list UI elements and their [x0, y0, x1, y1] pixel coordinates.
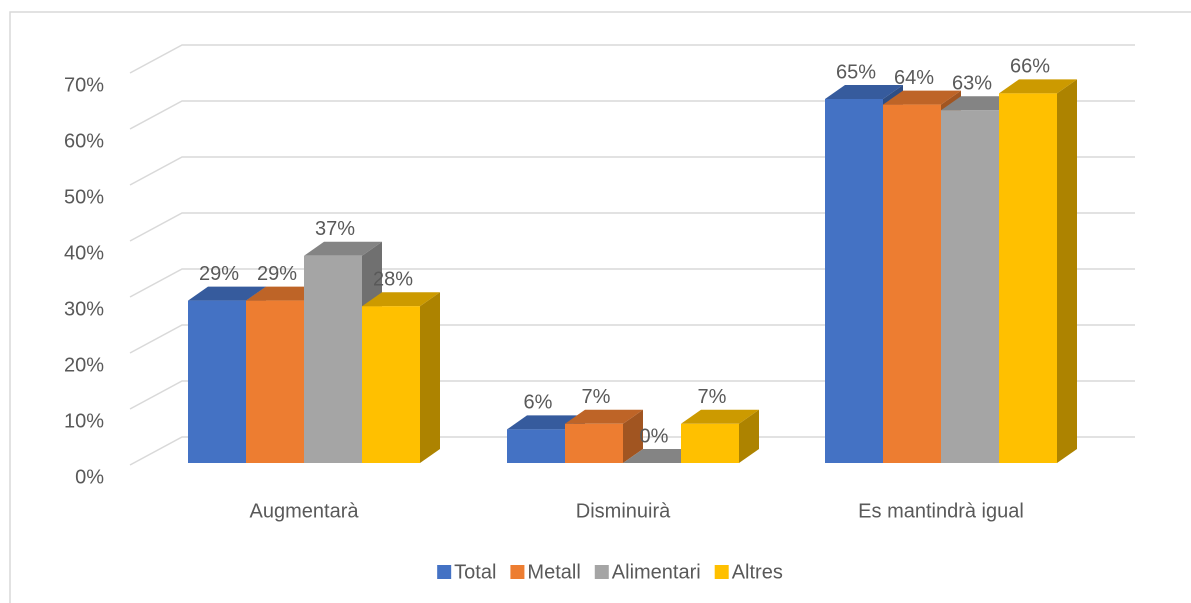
- y-tick-label: 30%: [64, 298, 104, 320]
- data-label: 65%: [836, 61, 876, 83]
- bar-front: [941, 110, 999, 463]
- legend-label: Altres: [732, 561, 783, 583]
- data-label: 63%: [952, 72, 992, 94]
- bar-front: [507, 429, 565, 463]
- data-label: 37%: [315, 218, 355, 240]
- bar-front: [681, 423, 739, 463]
- bar-front: [304, 255, 362, 463]
- x-tick-label: Es mantindrà igual: [858, 500, 1024, 522]
- bar-front: [999, 93, 1057, 464]
- data-label: 7%: [582, 386, 611, 408]
- legend-swatch: [714, 565, 729, 579]
- legend-label: Metall: [527, 561, 580, 583]
- y-tick-label: 0%: [75, 466, 104, 488]
- y-tick-label: 70%: [64, 74, 104, 96]
- data-label: 29%: [257, 263, 297, 285]
- data-label: 29%: [199, 263, 239, 285]
- data-label: 66%: [1010, 56, 1050, 78]
- bar: [565, 409, 643, 463]
- x-tick-label: Augmentarà: [250, 500, 360, 522]
- legend-swatch: [510, 565, 525, 579]
- data-label: 6%: [524, 392, 553, 414]
- bar: [999, 79, 1077, 464]
- bar-side: [1057, 79, 1077, 464]
- bar-top: [681, 409, 759, 424]
- legend-label: Total: [454, 561, 496, 583]
- y-tick-label: 60%: [64, 130, 104, 152]
- bar-side: [420, 292, 440, 463]
- bar-top: [362, 292, 440, 307]
- grid-line: [129, 436, 1135, 466]
- grid-line: [129, 44, 1135, 74]
- bar-top: [188, 286, 266, 301]
- bar-top: [999, 79, 1077, 94]
- bar-front: [188, 300, 246, 463]
- bar-front: [246, 300, 304, 463]
- bar-top: [304, 241, 382, 256]
- y-tick-label: 50%: [64, 186, 104, 208]
- bar-front: [362, 306, 420, 463]
- legend-swatch: [594, 565, 609, 579]
- bar-top: [565, 409, 643, 424]
- bar-side: [739, 409, 759, 463]
- bar-front: [565, 423, 623, 463]
- grid-line: [129, 156, 1135, 186]
- bar: [362, 292, 440, 463]
- y-tick-label: 40%: [64, 242, 104, 264]
- bar-side: [623, 409, 643, 463]
- bar-top: [825, 85, 903, 99]
- y-tick-label: 10%: [64, 410, 104, 432]
- data-label: 0%: [640, 425, 669, 447]
- legend-swatch: [437, 565, 452, 579]
- grid-line: [129, 324, 1135, 354]
- data-label: 28%: [373, 268, 413, 290]
- bar-front: [825, 99, 883, 463]
- data-label: 64%: [894, 67, 934, 89]
- grid-line: [129, 100, 1135, 130]
- data-label: 7%: [698, 386, 727, 408]
- bar-front: [883, 104, 941, 463]
- grid-line: [129, 380, 1135, 410]
- legend-label: Alimentari: [612, 561, 701, 583]
- grid-line: [129, 212, 1135, 242]
- chart-border: [9, 11, 1191, 603]
- grid-line: [129, 268, 1135, 298]
- y-tick-label: 20%: [64, 354, 104, 376]
- bar: [681, 409, 759, 463]
- x-tick-label: Disminuirà: [576, 500, 671, 522]
- bar-top: [883, 90, 961, 105]
